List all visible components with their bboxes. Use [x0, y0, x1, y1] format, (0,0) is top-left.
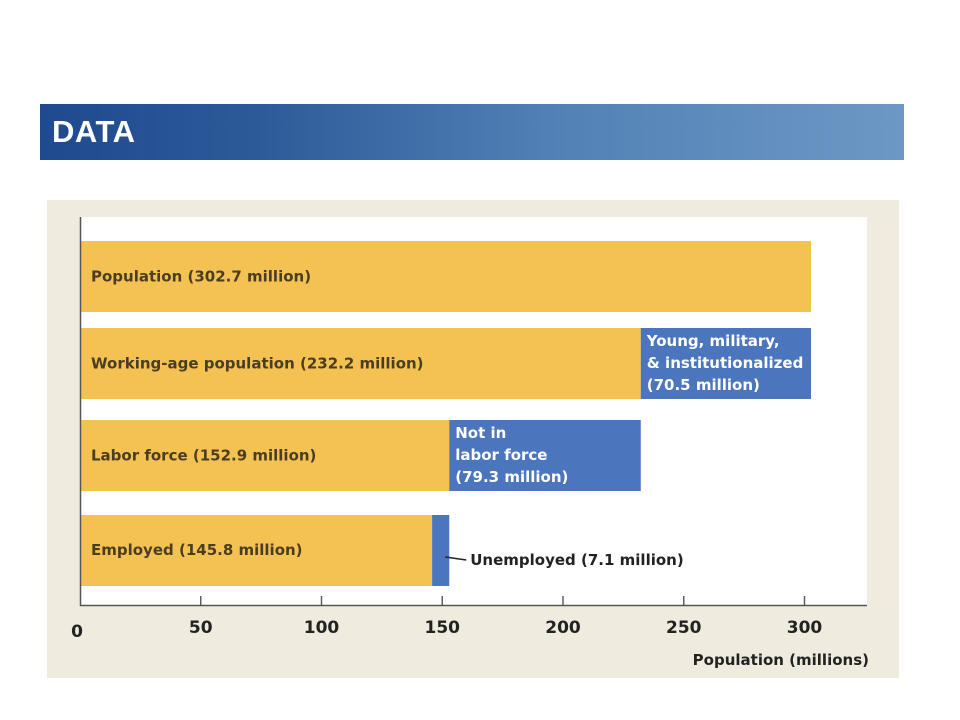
bar-label-population: Population (302.7 million) [91, 268, 311, 286]
x-tick-label-150: 150 [425, 618, 461, 638]
bar-labor-force [80, 420, 450, 491]
bar-label-labor-force: Labor force (152.9 million) [91, 447, 316, 465]
population-bar-chart: Population (302.7 million) Working-age po… [71, 217, 869, 669]
x-tick-label-200: 200 [545, 618, 581, 638]
bar-working-age-population [80, 328, 641, 399]
chart-panel: Population (302.7 million) Working-age po… [47, 200, 899, 678]
x-tick-label-100: 100 [304, 618, 340, 638]
bar-population [80, 241, 812, 312]
x-tick-label-0: 0 [71, 622, 83, 642]
seg-label-working-age-population-remainder-line-3: (70.5 million) [647, 376, 760, 394]
seg-label-labor-force-remainder-line-1: Not in [455, 424, 506, 442]
x-ticks-group: 0 50 100 150 200 250 300 [71, 596, 822, 642]
unemployed-leader-line [445, 556, 467, 561]
x-tick-label-250: 250 [666, 618, 702, 638]
bar-working-age-population-remainder [640, 328, 812, 399]
bar-labor-force-remainder [449, 420, 641, 491]
bar-label-employed: Employed (145.8 million) [91, 541, 303, 559]
x-tick-label-50: 50 [189, 618, 213, 638]
seg-label-labor-force-remainder-line-3: (79.3 million) [455, 468, 568, 486]
x-axis-title: Population (millions) [693, 651, 869, 669]
bars-group [80, 241, 812, 586]
seg-label-labor-force-remainder-line-2: labor force [455, 446, 547, 464]
x-tick-label-300: 300 [787, 618, 823, 638]
bar-employed [80, 515, 433, 586]
seg-label-working-age-population-remainder-line-1: Young, military, [646, 332, 780, 350]
bar-label-working-age-population: Working-age population (232.2 million) [91, 355, 424, 373]
title-bar: DATA [40, 104, 904, 160]
labels-group: Population (302.7 million) Working-age po… [91, 268, 803, 570]
slide-title: DATA [52, 114, 136, 149]
seg-label-working-age-population-remainder-line-2: & institutionalized [647, 354, 804, 372]
bar-employed-remainder [432, 515, 450, 586]
seg-label-employed-remainder: Unemployed (7.1 million) [470, 551, 683, 569]
